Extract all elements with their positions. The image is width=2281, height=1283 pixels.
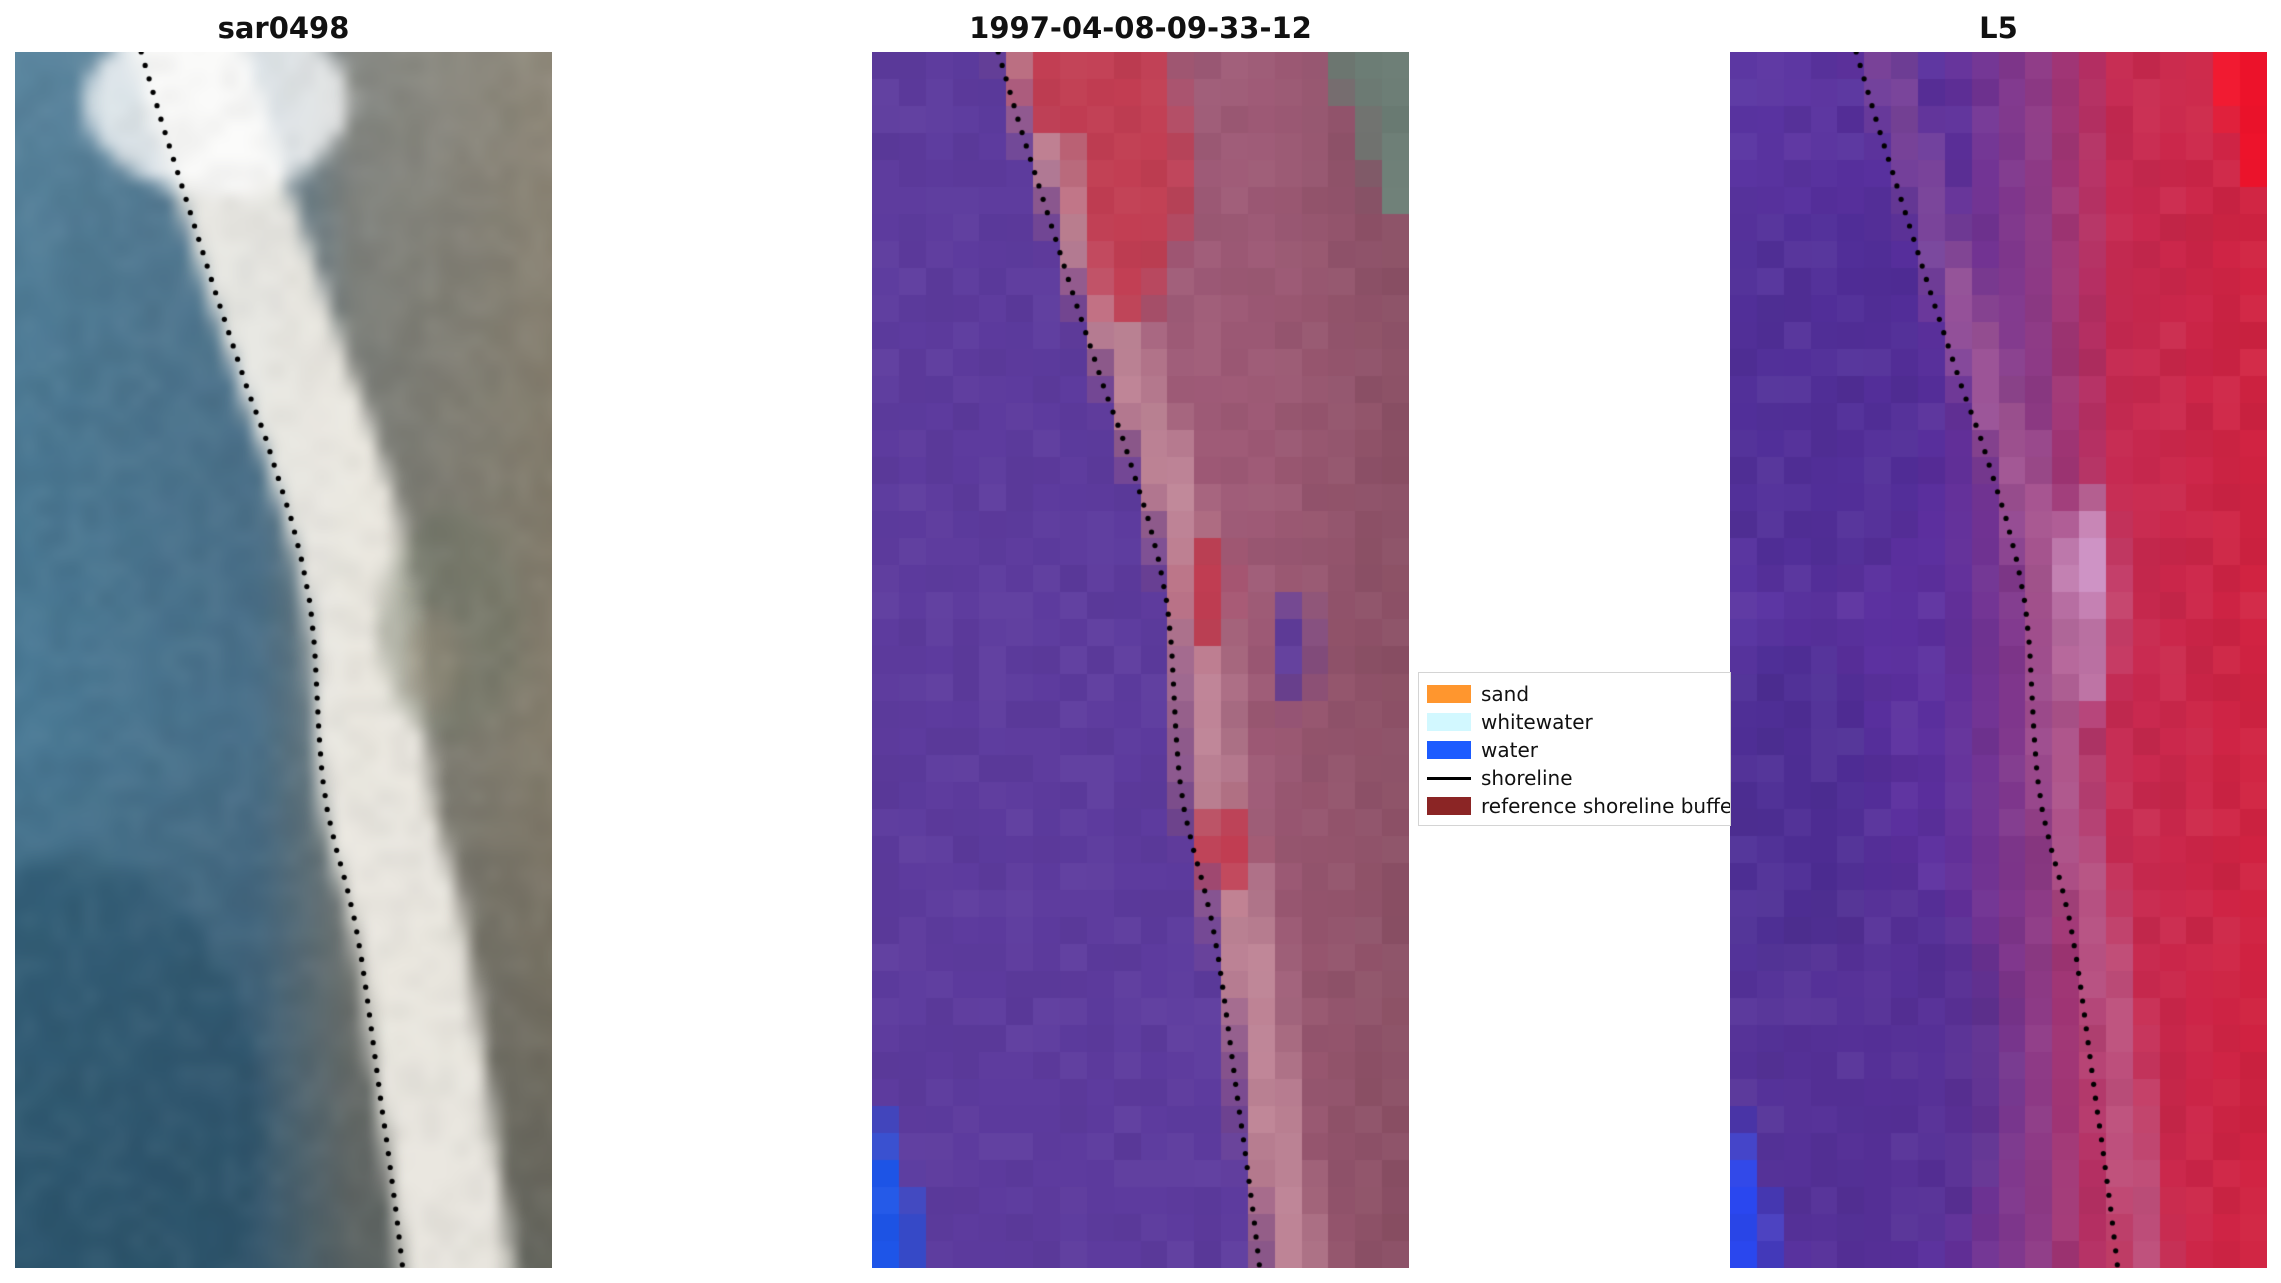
legend-item-reference-shoreline-buffer: reference shoreline buffer [1427, 792, 1730, 820]
whitewater-color-swatch [1427, 713, 1471, 731]
panel-title-l5: L5 [1979, 11, 2018, 45]
legend-item-label: water [1481, 738, 1538, 762]
classification-image [872, 52, 1409, 1268]
l5-image [1730, 52, 2267, 1268]
legend-item-label: whitewater [1481, 710, 1593, 734]
legend: sand whitewater water shoreline reference sh… [1418, 672, 1731, 826]
reference-shoreline-buffer-color-swatch [1427, 797, 1471, 815]
legend-item-label: shoreline [1481, 766, 1573, 790]
panel-l5: L5 [1730, 8, 2267, 1268]
sar0498-image [15, 52, 552, 1268]
legend-item-label: reference shoreline buffer [1481, 794, 1731, 818]
legend-item-sand: sand [1427, 680, 1730, 708]
shoreline-line-swatch [1427, 776, 1471, 780]
sand-color-swatch [1427, 685, 1471, 703]
panel-title-sar0498: sar0498 [217, 11, 350, 45]
panel-classification: 1997-04-08-09-33-12 [872, 8, 1409, 1268]
legend-item-whitewater: whitewater [1427, 708, 1730, 736]
water-color-swatch [1427, 741, 1471, 759]
legend-item-water: water [1427, 736, 1730, 764]
panel-title-classification: 1997-04-08-09-33-12 [969, 11, 1312, 45]
legend-item-shoreline: shoreline [1427, 764, 1730, 792]
legend-item-label: sand [1481, 682, 1530, 706]
panel-sar0498: sar0498 [15, 8, 552, 1268]
